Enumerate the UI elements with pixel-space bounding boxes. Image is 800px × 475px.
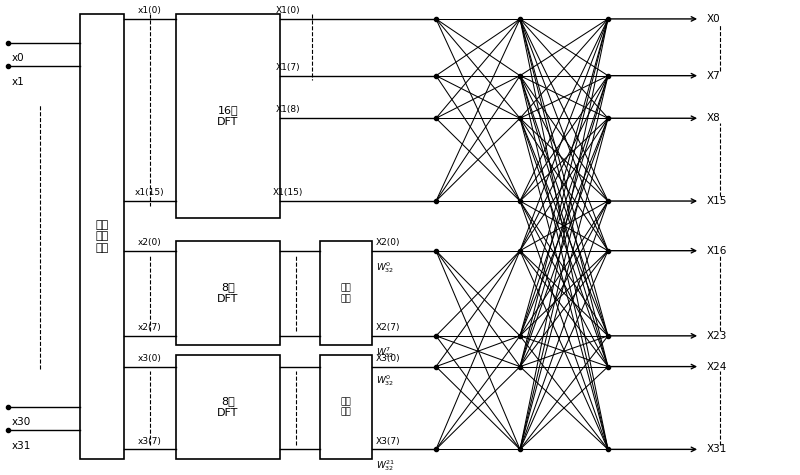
Text: X15: X15 xyxy=(706,196,726,206)
Text: x1(0): x1(0) xyxy=(138,6,162,15)
Text: X24: X24 xyxy=(706,361,726,371)
Bar xyxy=(176,241,280,345)
Text: 8路
DFT: 8路 DFT xyxy=(218,396,238,418)
Text: x30: x30 xyxy=(12,417,31,427)
Bar xyxy=(176,14,280,218)
Text: X1(8): X1(8) xyxy=(276,105,300,114)
Text: X1(7): X1(7) xyxy=(276,63,300,72)
Bar xyxy=(320,355,372,459)
Text: x1: x1 xyxy=(12,76,25,86)
Text: X2(0): X2(0) xyxy=(376,238,400,247)
Text: X3(0): X3(0) xyxy=(376,354,400,363)
Text: $W_{32}^{0}$: $W_{32}^{0}$ xyxy=(376,260,394,275)
Text: x2(7): x2(7) xyxy=(138,323,162,332)
Bar xyxy=(320,241,372,345)
Text: $W_{32}^{7}$: $W_{32}^{7}$ xyxy=(376,345,394,360)
Text: X2(7): X2(7) xyxy=(376,323,400,332)
Text: X7: X7 xyxy=(706,71,720,81)
Text: X1(15): X1(15) xyxy=(273,188,303,197)
Bar xyxy=(80,14,124,459)
Text: x3(0): x3(0) xyxy=(138,354,162,363)
Text: X1(0): X1(0) xyxy=(276,6,300,15)
Text: x3(7): x3(7) xyxy=(138,437,162,446)
Text: X0: X0 xyxy=(706,14,720,24)
Text: 顺序
重排: 顺序 重排 xyxy=(341,397,351,417)
Text: x1(15): x1(15) xyxy=(135,188,165,197)
Text: 并行
数据
分裂: 并行 数据 分裂 xyxy=(95,220,109,253)
Text: 顺序
重排: 顺序 重排 xyxy=(341,284,351,303)
Text: 8路
DFT: 8路 DFT xyxy=(218,283,238,304)
Text: $W_{32}^{0}$: $W_{32}^{0}$ xyxy=(376,373,394,388)
Text: X16: X16 xyxy=(706,246,726,256)
Text: X23: X23 xyxy=(706,331,726,341)
Text: X8: X8 xyxy=(706,113,720,123)
Text: X3(7): X3(7) xyxy=(376,437,400,446)
Text: 16路
DFT: 16路 DFT xyxy=(218,105,238,127)
Bar xyxy=(176,355,280,459)
Text: x0: x0 xyxy=(12,53,25,63)
Text: X31: X31 xyxy=(706,445,726,455)
Text: $W_{32}^{21}$: $W_{32}^{21}$ xyxy=(376,458,395,474)
Text: x2(0): x2(0) xyxy=(138,238,162,247)
Text: x31: x31 xyxy=(12,441,31,451)
